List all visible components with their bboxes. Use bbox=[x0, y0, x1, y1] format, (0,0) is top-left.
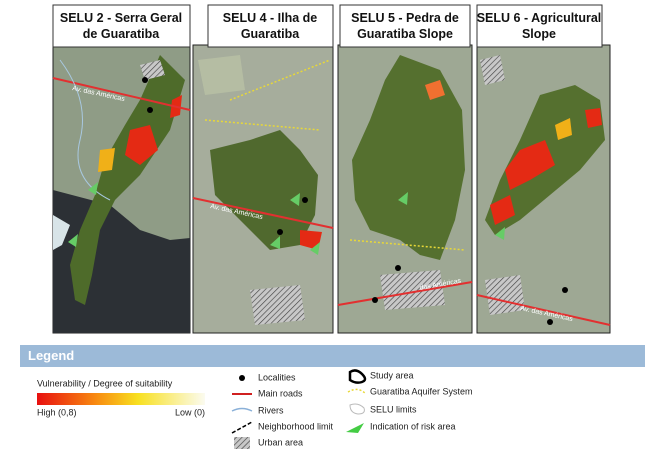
panel-title: Guaratiba Slope bbox=[357, 27, 453, 41]
map-panel: das Américas bbox=[337, 44, 473, 334]
gradient-bar bbox=[37, 393, 205, 405]
panel-title: SELU 2 - Serra Geral bbox=[60, 11, 182, 25]
panel-titles: SELU 2 - Serra Geral de Guaratiba SELU 4… bbox=[52, 4, 603, 48]
map-panel: Av. das Américas bbox=[192, 44, 334, 334]
gradient-high: High (0,8) bbox=[37, 407, 77, 417]
legend-item: Guaratiba Aquifer System bbox=[370, 386, 473, 396]
legend-item: Neighborhood limit bbox=[258, 421, 334, 431]
panel-title: Slope bbox=[522, 27, 556, 41]
panel-title: Guaratiba bbox=[241, 27, 300, 41]
gradient-low: Low (0) bbox=[175, 407, 205, 417]
legend-item: Localities bbox=[258, 372, 296, 382]
map-panel: Av. das Américas bbox=[52, 44, 191, 334]
panel-title: SELU 6 - Agricultural bbox=[477, 11, 602, 25]
legend-item: SELU limits bbox=[370, 404, 417, 414]
panel-title: SELU 4 - Ilha de bbox=[223, 11, 318, 25]
legend-item: Urban area bbox=[258, 437, 303, 447]
legend-item: Main roads bbox=[258, 388, 303, 398]
map-panel: Av. das Américas bbox=[476, 44, 611, 334]
legend-item: Study area bbox=[370, 370, 414, 380]
gradient-title: Vulnerability / Degree of suitability bbox=[37, 378, 173, 388]
legend-item: Indication of risk area bbox=[370, 421, 456, 431]
legend: Legend Vulnerability / Degree of suitabi… bbox=[20, 345, 645, 449]
panel-title: de Guaratiba bbox=[83, 27, 160, 41]
legend-item: Rivers bbox=[258, 405, 284, 415]
legend-title: Legend bbox=[28, 348, 74, 363]
panel-title: SELU 5 - Pedra de bbox=[351, 11, 459, 25]
